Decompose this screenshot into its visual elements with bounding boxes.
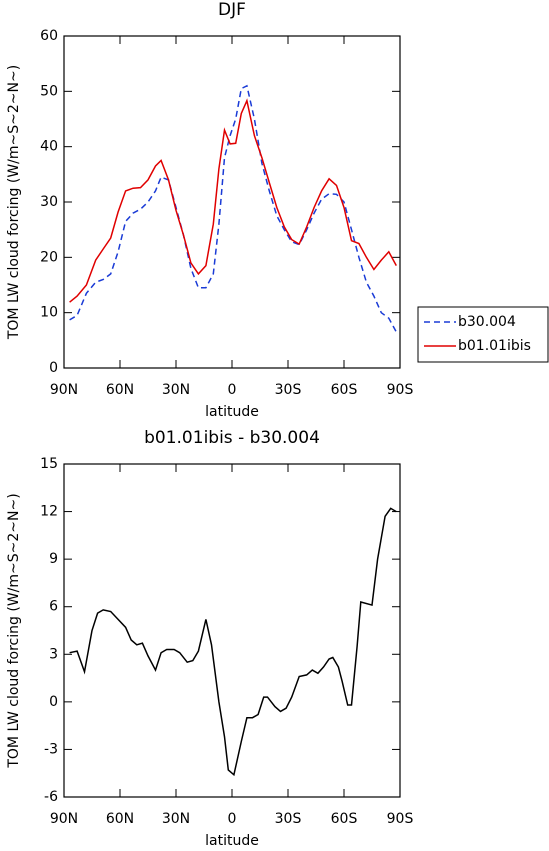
- legend-label: b30.004: [458, 314, 516, 330]
- chart-title: DJF: [218, 0, 246, 20]
- y-tick-label: -6: [44, 789, 58, 805]
- y-axis-label: TOM LW cloud forcing (W/m~S~2~N~): [6, 493, 22, 768]
- y-tick-label: 50: [40, 83, 58, 99]
- x-axis-label: latitude: [205, 404, 259, 420]
- x-tick-label: 30N: [162, 811, 190, 827]
- y-tick-label: -3: [44, 741, 58, 757]
- y-tick-label: 0: [49, 360, 58, 376]
- plot-frame: [63, 463, 401, 798]
- chart-title: b01.01ibis - b30.004: [144, 428, 320, 448]
- legend-label: b01.01ibis: [458, 338, 531, 354]
- x-tick-label: 30N: [162, 382, 190, 398]
- y-tick-label: 40: [40, 139, 58, 155]
- y-tick-label: 0: [49, 694, 58, 710]
- x-axis-label: latitude: [205, 833, 259, 849]
- y-tick-label: 15: [40, 456, 58, 472]
- legend-box: [417, 306, 549, 363]
- x-tick-label: 30S: [275, 811, 302, 827]
- x-tick-label: 30S: [275, 382, 302, 398]
- series-line: [69, 98, 397, 303]
- x-tick-label: 90S: [387, 382, 414, 398]
- y-tick-label: 10: [40, 305, 58, 321]
- y-axis-label: TOM LW cloud forcing (W/m~S~2~N~): [6, 65, 22, 340]
- series-line: [69, 507, 397, 777]
- y-tick-label: 6: [49, 599, 58, 615]
- y-tick-label: 60: [40, 28, 58, 44]
- x-tick-label: 60N: [106, 382, 134, 398]
- y-tick-label: 9: [49, 551, 58, 567]
- x-tick-label: 90S: [387, 811, 414, 827]
- y-tick-label: 30: [40, 194, 58, 210]
- plot-frame: [63, 35, 401, 369]
- x-tick-label: 60S: [331, 382, 358, 398]
- x-tick-label: 90N: [50, 382, 78, 398]
- y-tick-label: 3: [49, 646, 58, 662]
- x-tick-label: 0: [228, 382, 237, 398]
- x-tick-label: 60N: [106, 811, 134, 827]
- x-tick-label: 0: [228, 811, 237, 827]
- series-line: [69, 84, 397, 333]
- y-tick-label: 12: [40, 504, 58, 520]
- x-tick-label: 90N: [50, 811, 78, 827]
- x-tick-label: 60S: [331, 811, 358, 827]
- y-tick-label: 20: [40, 249, 58, 265]
